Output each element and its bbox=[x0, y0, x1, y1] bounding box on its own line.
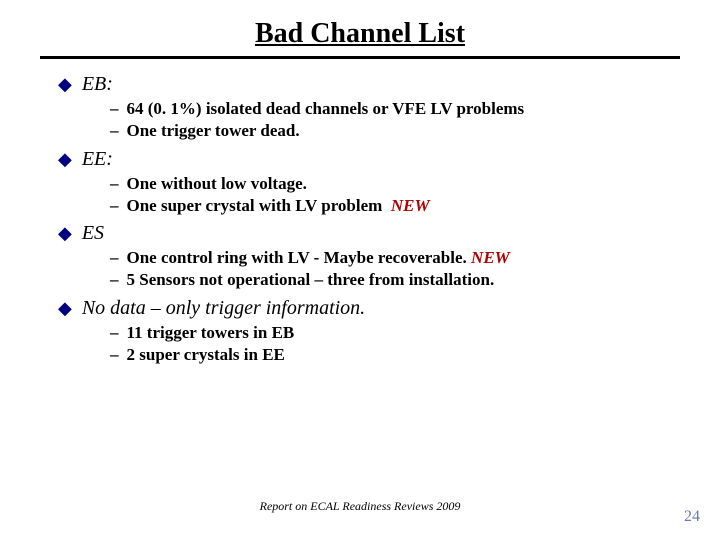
section-es: ◆ ES – One control ring with LV - Maybe … bbox=[40, 222, 680, 291]
dash-bullet-icon: – bbox=[110, 196, 119, 216]
section-title: EB: bbox=[82, 73, 113, 96]
dash-bullet-icon: – bbox=[110, 99, 119, 119]
section-eb: ◆ EB: – 64 (0. 1%) isolated dead channel… bbox=[40, 73, 680, 142]
page-number: 24 bbox=[684, 508, 700, 526]
footer-text: Report on ECAL Readiness Reviews 2009 bbox=[0, 499, 720, 514]
section-title: EE: bbox=[82, 148, 113, 171]
item-text: 2 super crystals in EE bbox=[127, 344, 285, 365]
item-text: 64 (0. 1%) isolated dead channels or VFE… bbox=[127, 98, 525, 119]
dash-bullet-icon: – bbox=[110, 345, 119, 365]
section-nodata: ◆ No data – only trigger information. – … bbox=[40, 297, 680, 366]
item-text-inner: One control ring with LV - Maybe recover… bbox=[127, 248, 467, 267]
list-item: – One super crystal with LV problem NEW bbox=[110, 195, 680, 216]
dash-bullet-icon: – bbox=[110, 270, 119, 290]
list-item: – One trigger tower dead. bbox=[110, 120, 680, 141]
section-ee: ◆ EE: – One without low voltage. – One s… bbox=[40, 148, 680, 217]
section-title: No data – only trigger information. bbox=[82, 297, 365, 320]
title-underline-rule bbox=[40, 56, 680, 59]
dash-bullet-icon: – bbox=[110, 323, 119, 343]
dash-bullet-icon: – bbox=[110, 121, 119, 141]
item-text: 11 trigger towers in EB bbox=[127, 322, 295, 343]
item-text: One super crystal with LV problem NEW bbox=[127, 195, 430, 216]
item-text: One control ring with LV - Maybe recover… bbox=[127, 247, 510, 268]
diamond-bullet-icon: ◆ bbox=[58, 224, 72, 242]
item-text: One trigger tower dead. bbox=[127, 120, 300, 141]
new-tag: NEW bbox=[471, 248, 510, 267]
item-text: 5 Sensors not operational – three from i… bbox=[127, 269, 495, 290]
new-tag: NEW bbox=[391, 196, 430, 215]
sub-list: – One control ring with LV - Maybe recov… bbox=[110, 247, 680, 291]
slide: Bad Channel List ◆ EB: – 64 (0. 1%) isol… bbox=[0, 0, 720, 540]
list-item: – One control ring with LV - Maybe recov… bbox=[110, 247, 680, 268]
dash-bullet-icon: – bbox=[110, 248, 119, 268]
section-head: ◆ No data – only trigger information. bbox=[58, 297, 680, 320]
section-head: ◆ EE: bbox=[58, 148, 680, 171]
section-head: ◆ ES bbox=[58, 222, 680, 245]
diamond-bullet-icon: ◆ bbox=[58, 75, 72, 93]
diamond-bullet-icon: ◆ bbox=[58, 150, 72, 168]
section-head: ◆ EB: bbox=[58, 73, 680, 96]
dash-bullet-icon: – bbox=[110, 174, 119, 194]
list-item: – 5 Sensors not operational – three from… bbox=[110, 269, 680, 290]
slide-title: Bad Channel List bbox=[40, 18, 680, 50]
list-item: – 11 trigger towers in EB bbox=[110, 322, 680, 343]
item-text: One without low voltage. bbox=[127, 173, 307, 194]
sub-list: – One without low voltage. – One super c… bbox=[110, 173, 680, 217]
diamond-bullet-icon: ◆ bbox=[58, 299, 72, 317]
list-item: – 64 (0. 1%) isolated dead channels or V… bbox=[110, 98, 680, 119]
sub-list: – 64 (0. 1%) isolated dead channels or V… bbox=[110, 98, 680, 142]
list-item: – 2 super crystals in EE bbox=[110, 344, 680, 365]
list-item: – One without low voltage. bbox=[110, 173, 680, 194]
item-text-inner: One super crystal with LV problem bbox=[127, 196, 383, 215]
section-title: ES bbox=[82, 222, 104, 245]
sub-list: – 11 trigger towers in EB – 2 super crys… bbox=[110, 322, 680, 366]
